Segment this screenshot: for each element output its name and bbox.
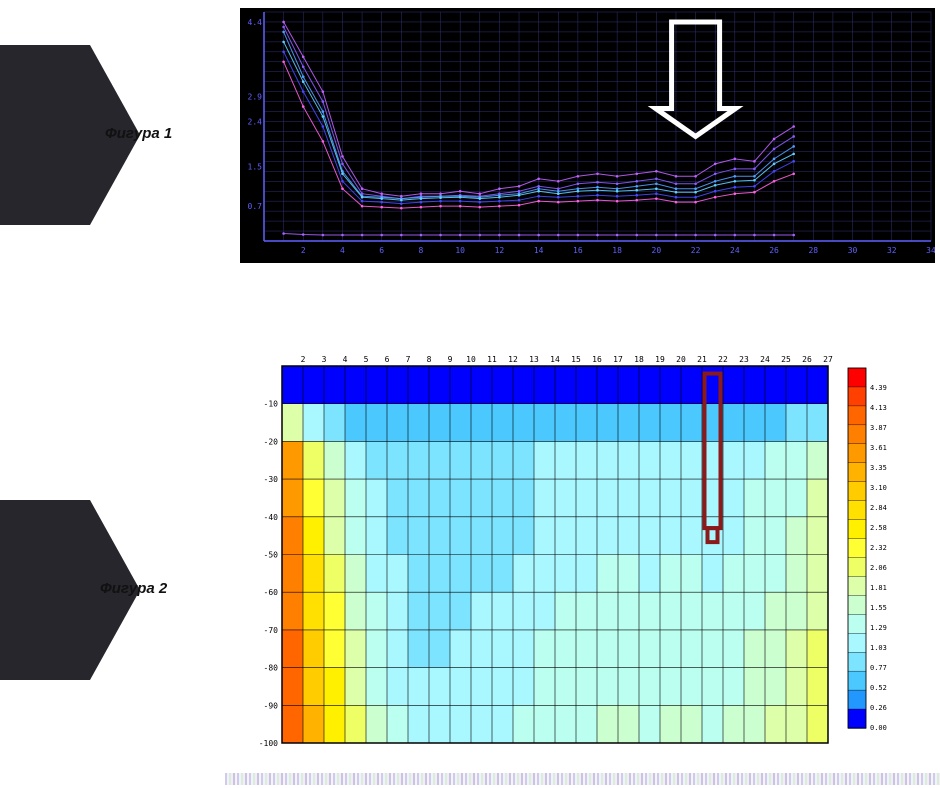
svg-text:6: 6 [385, 355, 390, 364]
svg-text:7: 7 [406, 355, 411, 364]
svg-text:3.35: 3.35 [870, 464, 887, 472]
svg-text:18: 18 [612, 246, 622, 255]
svg-text:18: 18 [634, 355, 644, 364]
svg-text:2.06: 2.06 [870, 564, 887, 572]
svg-text:1.55: 1.55 [870, 604, 887, 612]
svg-text:2.84: 2.84 [870, 504, 887, 512]
svg-text:0.26: 0.26 [870, 704, 887, 712]
svg-text:-60: -60 [264, 588, 279, 597]
svg-text:4.13: 4.13 [870, 404, 887, 412]
chart-2-heatmap: 2345678910111213141516171819202122232425… [240, 348, 940, 753]
svg-text:8: 8 [419, 246, 424, 255]
svg-text:3.10: 3.10 [870, 484, 887, 492]
svg-text:12: 12 [495, 246, 505, 255]
svg-text:20: 20 [676, 355, 686, 364]
svg-text:17: 17 [613, 355, 623, 364]
svg-text:0.7: 0.7 [248, 202, 263, 211]
svg-text:25: 25 [781, 355, 791, 364]
svg-text:3.61: 3.61 [870, 444, 887, 452]
svg-text:19: 19 [655, 355, 665, 364]
svg-text:2.4: 2.4 [248, 118, 263, 127]
svg-text:-10: -10 [264, 400, 279, 409]
svg-text:2.9: 2.9 [248, 93, 263, 102]
svg-text:24: 24 [730, 246, 740, 255]
svg-text:12: 12 [508, 355, 518, 364]
svg-text:21: 21 [697, 355, 707, 364]
svg-text:4.39: 4.39 [870, 384, 887, 392]
svg-text:22: 22 [691, 246, 701, 255]
pointer-fig1 [0, 45, 90, 225]
svg-text:1.03: 1.03 [870, 644, 887, 652]
svg-text:26: 26 [802, 355, 812, 364]
footer-strip [225, 773, 940, 785]
svg-text:3.87: 3.87 [870, 424, 887, 432]
svg-text:0.52: 0.52 [870, 684, 887, 692]
svg-text:16: 16 [592, 355, 602, 364]
pointer-fig2 [0, 500, 90, 680]
svg-text:4.4: 4.4 [248, 18, 263, 27]
svg-text:34: 34 [926, 246, 935, 255]
figure-2-label: Фигура 2 [100, 580, 167, 597]
svg-text:2: 2 [301, 355, 306, 364]
svg-text:0.00: 0.00 [870, 724, 887, 732]
svg-text:2: 2 [301, 246, 306, 255]
svg-text:-90: -90 [264, 701, 279, 710]
svg-text:16: 16 [573, 246, 583, 255]
svg-text:14: 14 [534, 246, 544, 255]
svg-text:1.81: 1.81 [870, 584, 887, 592]
svg-text:15: 15 [571, 355, 581, 364]
svg-text:14: 14 [550, 355, 560, 364]
svg-text:4: 4 [340, 246, 345, 255]
svg-text:8: 8 [427, 355, 432, 364]
svg-text:1.5: 1.5 [248, 162, 263, 171]
svg-text:9: 9 [448, 355, 453, 364]
svg-text:-20: -20 [264, 437, 279, 446]
svg-text:-30: -30 [264, 475, 279, 484]
svg-text:1.29: 1.29 [870, 624, 887, 632]
svg-text:-50: -50 [264, 551, 279, 560]
svg-text:20: 20 [652, 246, 662, 255]
svg-text:-80: -80 [264, 664, 279, 673]
svg-text:2.32: 2.32 [870, 544, 887, 552]
svg-text:10: 10 [466, 355, 476, 364]
svg-text:2.58: 2.58 [870, 524, 887, 532]
svg-text:30: 30 [848, 246, 858, 255]
svg-text:5: 5 [364, 355, 369, 364]
svg-text:0.77: 0.77 [870, 664, 887, 672]
svg-text:27: 27 [823, 355, 833, 364]
figure-1-label: Фигура 1 [105, 125, 172, 142]
svg-text:-40: -40 [264, 513, 279, 522]
svg-text:-100: -100 [259, 739, 278, 748]
svg-text:22: 22 [718, 355, 728, 364]
svg-text:26: 26 [769, 246, 779, 255]
svg-text:-70: -70 [264, 626, 279, 635]
svg-text:24: 24 [760, 355, 770, 364]
svg-text:4: 4 [343, 355, 348, 364]
chart-1-lineplot: 2468101214161820222426283032340.71.52.42… [240, 8, 935, 263]
svg-text:32: 32 [887, 246, 897, 255]
svg-text:3: 3 [322, 355, 327, 364]
svg-text:10: 10 [455, 246, 465, 255]
svg-text:11: 11 [487, 355, 497, 364]
svg-text:6: 6 [379, 246, 384, 255]
svg-text:28: 28 [808, 246, 818, 255]
svg-text:13: 13 [529, 355, 539, 364]
svg-text:23: 23 [739, 355, 749, 364]
